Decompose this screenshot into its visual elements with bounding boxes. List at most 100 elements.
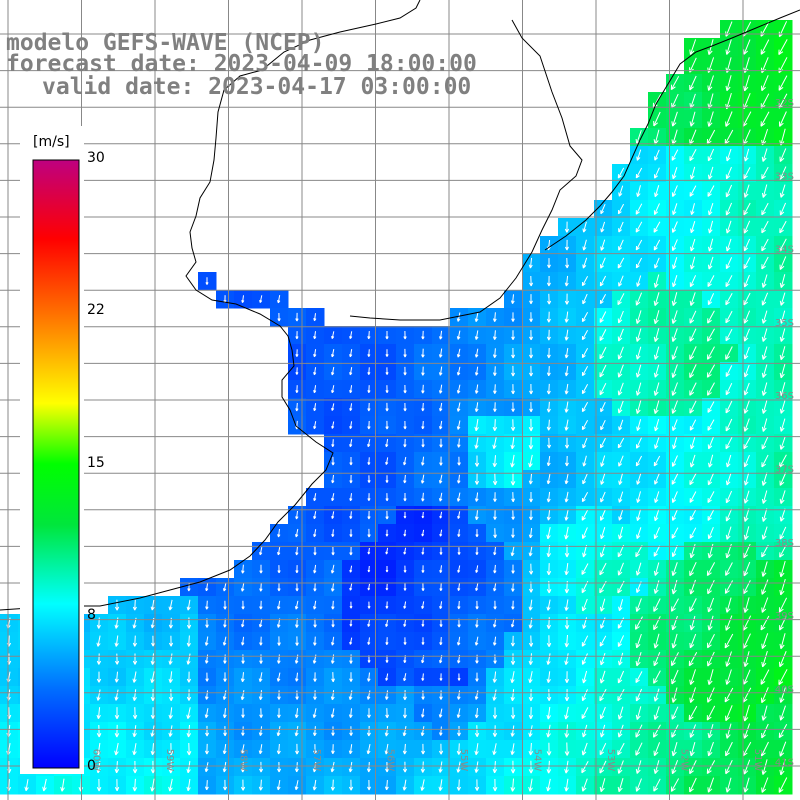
wind-arrow <box>367 385 371 394</box>
wind-arrow <box>474 366 479 376</box>
wind-arrow <box>636 185 641 198</box>
wind-arrow <box>331 726 335 736</box>
wind-arrow <box>761 256 769 270</box>
wind-arrow <box>671 346 678 360</box>
colorbar-tick-8: 8 <box>87 607 96 623</box>
wind-arrow <box>222 636 227 646</box>
wind-arrow <box>599 382 607 396</box>
wind-arrow <box>492 761 498 774</box>
wind-arrow <box>617 724 624 738</box>
longitude-label: 53W <box>605 749 616 772</box>
latitude-label: 38S <box>775 538 794 549</box>
wind-arrow <box>457 600 461 610</box>
wind-arrow <box>150 599 155 611</box>
wind-arrow <box>725 202 733 216</box>
wind-arrow <box>186 707 191 720</box>
wind-arrow <box>654 473 660 485</box>
wind-arrow <box>707 328 715 342</box>
wind-arrow <box>349 672 353 682</box>
wind-arrow <box>635 310 642 324</box>
longitude-label: 54W <box>532 749 543 772</box>
wind-arrow <box>313 385 317 394</box>
wind-arrow <box>707 401 715 413</box>
wind-arrow <box>564 760 569 774</box>
colorbar <box>32 159 80 769</box>
wind-arrow <box>421 743 426 755</box>
wind-arrow <box>688 651 698 667</box>
wind-arrow <box>564 419 569 431</box>
wind-arrow <box>654 437 660 449</box>
wind-arrow <box>493 492 497 502</box>
wind-arrow <box>313 547 317 556</box>
wind-arrow <box>204 780 209 791</box>
wind-arrow <box>402 743 407 755</box>
wind-arrow <box>654 491 660 503</box>
wind-arrow <box>546 366 551 377</box>
wind-arrow <box>564 653 569 666</box>
wind-arrow <box>671 669 679 685</box>
wind-arrow <box>438 708 443 718</box>
wind-arrow <box>421 583 425 592</box>
wind-arrow <box>385 493 389 502</box>
wind-arrow <box>529 330 534 341</box>
wind-arrow <box>725 184 733 198</box>
wind-arrow <box>743 238 751 252</box>
wind-arrow <box>205 277 209 285</box>
wind-arrow <box>402 779 407 791</box>
wind-arrow <box>707 723 714 739</box>
wind-arrow <box>582 293 588 305</box>
wind-arrow <box>222 761 227 773</box>
wind-arrow <box>421 511 425 519</box>
wind-arrow <box>421 601 425 609</box>
wind-arrow <box>707 633 715 649</box>
wind-arrow <box>330 779 335 791</box>
wind-arrow <box>761 741 769 757</box>
wind-arrow <box>403 420 407 430</box>
wind-arrow <box>617 310 624 324</box>
wind-arrow <box>546 383 551 395</box>
wind-arrow <box>582 670 588 684</box>
wind-arrow <box>132 725 137 738</box>
wind-arrow <box>474 690 479 700</box>
wind-arrow <box>457 565 461 573</box>
wind-arrow <box>689 527 697 539</box>
wind-arrow <box>743 526 750 540</box>
wind-arrow <box>779 615 787 631</box>
wind-arrow <box>618 419 624 431</box>
wind-arrow <box>689 39 697 55</box>
wind-arrow <box>689 741 696 757</box>
wind-arrow <box>349 367 353 376</box>
wind-arrow <box>779 400 786 414</box>
wind-arrow <box>313 744 318 755</box>
wind-arrow <box>761 220 769 234</box>
wind-arrow <box>761 472 768 486</box>
wind-arrow <box>564 455 569 467</box>
valid-date: valid date: 2023-04-17 03:00:00 <box>42 74 472 100</box>
wind-arrow <box>582 239 587 251</box>
wind-arrow <box>600 455 606 467</box>
wind-arrow <box>528 563 534 575</box>
wind-arrow <box>457 456 461 466</box>
wind-arrow <box>259 295 263 304</box>
wind-arrow <box>725 723 732 739</box>
wind-arrow <box>528 742 534 756</box>
wind-arrow <box>475 547 479 556</box>
wind-arrow <box>511 492 515 503</box>
wind-arrow <box>313 403 317 412</box>
wind-arrow <box>743 184 750 198</box>
wind-arrow <box>330 690 335 701</box>
wind-arrow <box>743 382 750 396</box>
wind-arrow <box>349 637 353 645</box>
latitude-label: 36S <box>775 391 794 402</box>
wind-arrow <box>707 527 714 540</box>
colorbar-tick-30: 30 <box>87 150 105 166</box>
wind-arrow <box>492 419 498 432</box>
wind-arrow <box>760 669 770 685</box>
wind-arrow <box>653 111 661 127</box>
wind-arrow <box>528 671 533 684</box>
wind-arrow <box>330 582 335 592</box>
wind-arrow <box>367 510 371 520</box>
wind-arrow <box>348 744 353 755</box>
wind-arrow <box>366 744 371 755</box>
wind-arrow <box>313 493 317 502</box>
